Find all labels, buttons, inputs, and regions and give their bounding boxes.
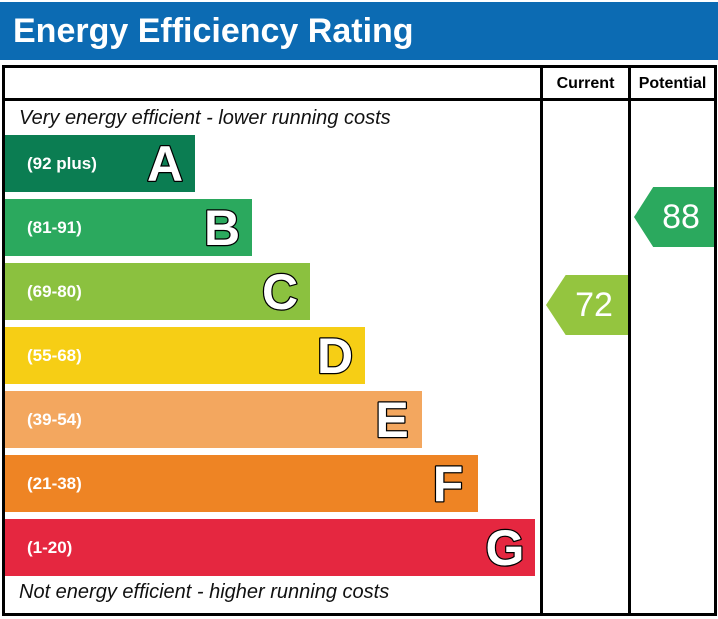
band-row-f: (21-38) F <box>5 455 478 512</box>
band-letter-a: A <box>146 135 185 192</box>
svg-text:F: F <box>433 456 464 512</box>
chart-column-header <box>5 68 540 101</box>
band-range-label: (92 plus) <box>27 153 97 173</box>
svg-text:E: E <box>375 392 408 448</box>
band-range-label: (39-54) <box>27 409 82 429</box>
current-rating-value: 72 <box>575 286 613 324</box>
svg-text:G: G <box>486 520 525 576</box>
current-column-header: Current <box>540 68 628 101</box>
svg-text:C: C <box>262 264 298 320</box>
potential-rating-value: 88 <box>662 198 700 236</box>
band-row-c: (69-80) C <box>5 263 310 320</box>
current-rating-arrow: 72 <box>546 275 628 335</box>
band-range-label: (81-91) <box>27 217 82 237</box>
band-row-g: (1-20) G <box>5 519 535 576</box>
page-title: Energy Efficiency Rating <box>13 12 414 50</box>
band-range-label: (69-80) <box>27 281 82 301</box>
band-letter-c: C <box>261 263 300 320</box>
band-chart-area: Very energy efficient - lower running co… <box>5 101 540 613</box>
band-letter-f: F <box>431 455 464 512</box>
svg-text:B: B <box>204 200 240 256</box>
band-letter-d: D <box>316 327 355 384</box>
potential-column-header: Potential <box>628 68 714 101</box>
bottom-note: Not energy efficient - higher running co… <box>19 581 390 603</box>
potential-rating-arrow: 88 <box>634 187 714 247</box>
band-letter-b: B <box>203 199 242 256</box>
band-letter-g: G <box>484 519 525 576</box>
current-rating-column: 72 <box>540 101 628 613</box>
band-row-d: (55-68) D <box>5 327 365 384</box>
band-letter-e: E <box>374 391 410 448</box>
rating-table: Current Potential Very energy efficient … <box>2 65 717 616</box>
top-note: Very energy efficient - lower running co… <box>19 107 391 129</box>
band-range-label: (55-68) <box>27 345 82 365</box>
band-row-e: (39-54) E <box>5 391 422 448</box>
band-range-label: (21-38) <box>27 473 82 493</box>
band-row-a: (92 plus) A <box>5 135 195 192</box>
svg-text:D: D <box>317 328 353 384</box>
svg-text:A: A <box>147 136 183 192</box>
band-row-b: (81-91) B <box>5 199 252 256</box>
potential-rating-column: 88 <box>628 101 714 613</box>
title-bar: Energy Efficiency Rating <box>0 2 718 60</box>
band-range-label: (1-20) <box>27 537 73 557</box>
